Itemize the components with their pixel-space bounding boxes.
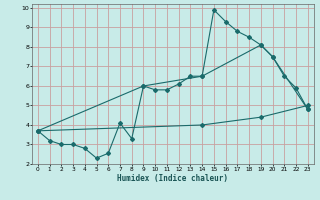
X-axis label: Humidex (Indice chaleur): Humidex (Indice chaleur) xyxy=(117,174,228,183)
